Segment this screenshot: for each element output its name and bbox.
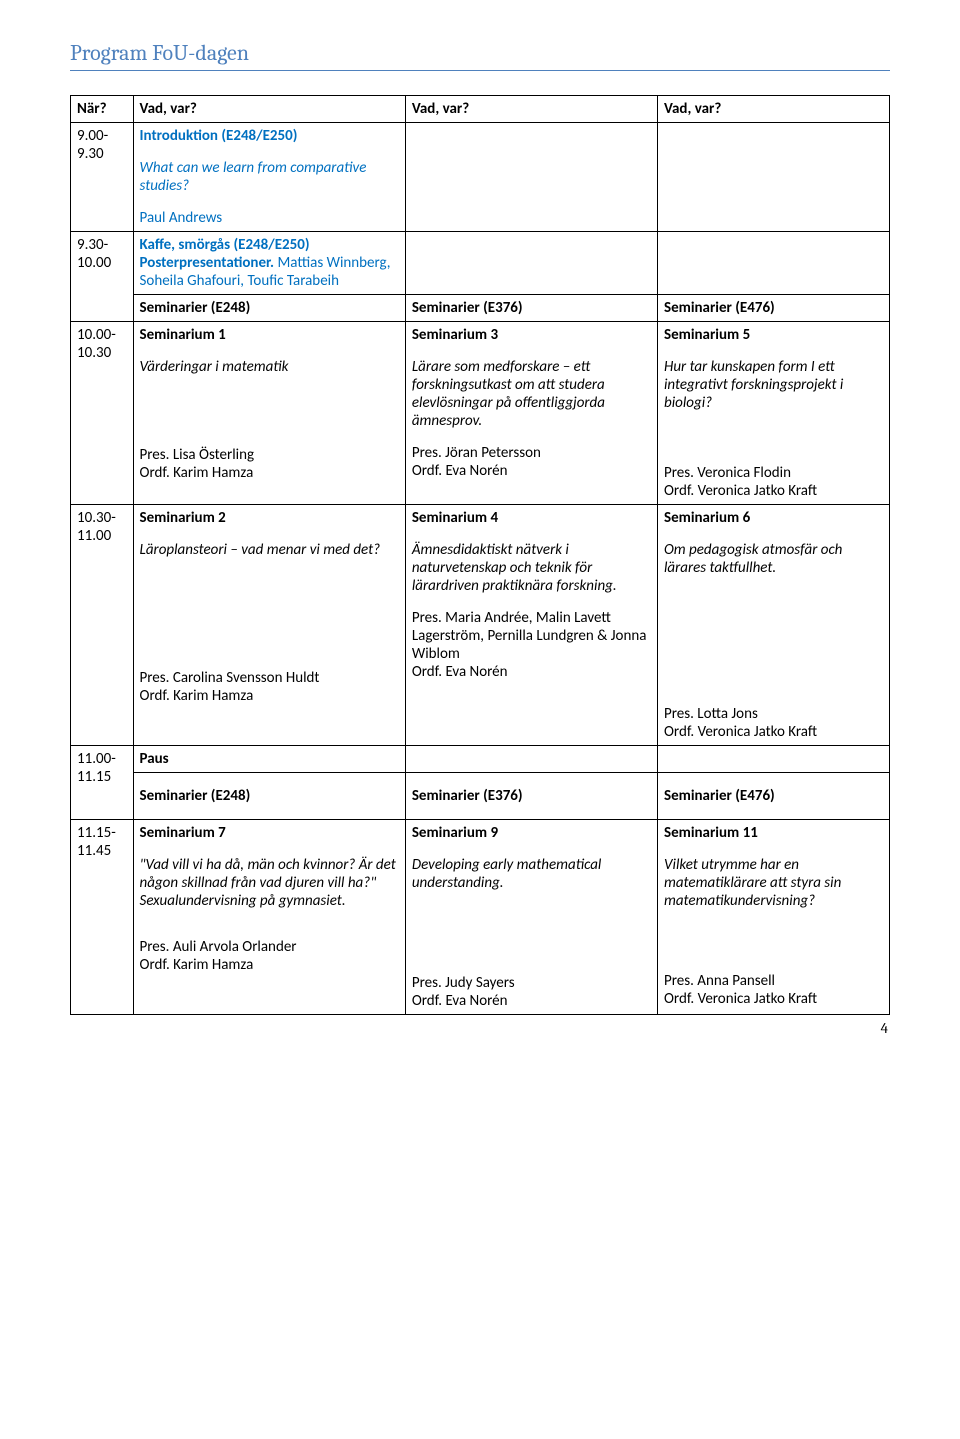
empty-cell (405, 123, 657, 232)
seminar-header-row: Seminarier (E248) Seminarier (E376) Semi… (71, 773, 890, 820)
table-row: 9.00-9.30 Introduktion (E248/E250) What … (71, 123, 890, 232)
kaffe-cell: Kaffe, smörgås (E248/E250) Posterpresent… (133, 232, 405, 295)
time-cell: 11.15-11.45 (71, 820, 134, 1015)
seminar-ordf: Ordf. Eva Norén (412, 663, 651, 681)
seminar-title: Seminarium 1 (140, 326, 399, 344)
seminar-title: Seminarium 7 (140, 824, 399, 842)
seminar-desc: "Vad vill vi ha då, män och kvinnor? Är … (140, 856, 399, 910)
seminar-title: Seminarium 2 (140, 509, 399, 527)
seminar-cell: Seminarium 6 Om pedagogisk atmosfär och … (657, 505, 889, 746)
header-col2: Vad, var? (405, 96, 657, 123)
table-header-row: När? Vad, var? Vad, var? Vad, var? (71, 96, 890, 123)
table-row: 10.30-11.00 Seminarium 2 Läroplansteori … (71, 505, 890, 746)
seminar-title: Seminarium 6 (664, 509, 883, 527)
table-row: 11.00-11.15 Paus (71, 746, 890, 773)
seminar-cell: Seminarium 3 Lärare som medforskare – et… (405, 322, 657, 505)
empty-cell (657, 123, 889, 232)
seminar-pres: Pres. Veronica Flodin (664, 464, 883, 482)
seminar-col1: Seminarier (E248) (133, 773, 405, 820)
intro-cell: Introduktion (E248/E250) What can we lea… (133, 123, 405, 232)
seminar-pres: Pres. Lotta Jons (664, 705, 883, 723)
seminar-ordf: Ordf. Karim Hamza (140, 956, 399, 974)
time-cell: 10.30-11.00 (71, 505, 134, 746)
kaffe-title: Kaffe, smörgås (E248/E250) (140, 236, 310, 254)
seminar-pres: Pres. Judy Sayers (412, 974, 651, 992)
seminar-ordf: Ordf. Veronica Jatko Kraft (664, 482, 883, 500)
page-title: Program FoU-dagen (70, 40, 890, 71)
seminar-ordf: Ordf. Eva Norén (412, 462, 651, 480)
paus-cell: Paus (133, 746, 405, 773)
seminar-ordf: Ordf. Karim Hamza (140, 464, 399, 482)
page-number: 4 (881, 1019, 888, 1037)
empty-cell (657, 232, 889, 295)
intro-desc: What can we learn from comparative studi… (140, 159, 399, 195)
seminar-pres: Pres. Auli Arvola Orlander (140, 938, 399, 956)
seminar-cell: Seminarium 7 "Vad vill vi ha då, män och… (133, 820, 405, 1015)
poster-title: Posterpresentationer. (140, 254, 275, 272)
seminar-desc: Ämnesdidaktiskt nätverk i naturvetenskap… (412, 541, 651, 595)
seminar-cell: Seminarium 9 Developing early mathematic… (405, 820, 657, 1015)
seminar-cell: Seminarium 5 Hur tar kunskapen form I et… (657, 322, 889, 505)
intro-title: Introduktion (E248/E250) (140, 127, 399, 145)
time-cell: 9.00-9.30 (71, 123, 134, 232)
seminar-title: Seminarium 3 (412, 326, 651, 344)
seminar-pres: Pres. Carolina Svensson Huldt (140, 669, 399, 687)
time-cell: 10.00-10.30 (71, 322, 134, 505)
seminar-desc: Developing early mathematical understand… (412, 856, 651, 892)
time-cell: 9.30-10.00 (71, 232, 134, 322)
seminar-desc: Vilket utrymme har en matematiklärare at… (664, 856, 883, 910)
seminar-title: Seminarium 5 (664, 326, 883, 344)
seminar-col3: Seminarier (E476) (657, 773, 889, 820)
seminar-title: Seminarium 9 (412, 824, 651, 842)
seminar-cell: Seminarium 1 Värderingar i matematik Pre… (133, 322, 405, 505)
seminar-desc: Värderingar i matematik (140, 358, 399, 376)
seminar-desc: Hur tar kunskapen form I ett integrativt… (664, 358, 883, 412)
seminar-title: Seminarium 11 (664, 824, 883, 842)
seminar-desc: Läroplansteori – vad menar vi med det? (140, 541, 399, 559)
seminar-title: Seminarium 4 (412, 509, 651, 527)
seminar-col2: Seminarier (E376) (405, 295, 657, 322)
intro-author: Paul Andrews (140, 209, 399, 227)
table-row: 9.30-10.00 Kaffe, smörgås (E248/E250) Po… (71, 232, 890, 295)
seminar-cell: Seminarium 11 Vilket utrymme har en mate… (657, 820, 889, 1015)
table-row: 11.15-11.45 Seminarium 7 "Vad vill vi ha… (71, 820, 890, 1015)
seminar-pres: Pres. Jöran Petersson (412, 444, 651, 462)
header-when: När? (71, 96, 134, 123)
empty-cell (405, 232, 657, 295)
seminar-pres: Pres. Anna Pansell (664, 972, 883, 990)
seminar-ordf: Ordf. Veronica Jatko Kraft (664, 990, 883, 1008)
empty-cell (405, 746, 657, 773)
seminar-header-row: Seminarier (E248) Seminarier (E376) Semi… (71, 295, 890, 322)
seminar-desc: Lärare som medforskare – ett forskningsu… (412, 358, 651, 430)
empty-cell (657, 746, 889, 773)
seminar-pres: Pres. Maria Andrée, Malin Lavett Lagerst… (412, 609, 651, 663)
seminar-col1: Seminarier (E248) (133, 295, 405, 322)
seminar-pres: Pres. Lisa Österling (140, 446, 399, 464)
seminar-cell: Seminarium 2 Läroplansteori – vad menar … (133, 505, 405, 746)
seminar-col3: Seminarier (E476) (657, 295, 889, 322)
header-col1: Vad, var? (133, 96, 405, 123)
seminar-ordf: Ordf. Veronica Jatko Kraft (664, 723, 883, 741)
header-col3: Vad, var? (657, 96, 889, 123)
schedule-table: När? Vad, var? Vad, var? Vad, var? 9.00-… (70, 95, 890, 1015)
table-row: 10.00-10.30 Seminarium 1 Värderingar i m… (71, 322, 890, 505)
time-cell: 11.00-11.15 (71, 746, 134, 820)
seminar-desc: Om pedagogisk atmosfär och lärares taktf… (664, 541, 883, 577)
seminar-ordf: Ordf. Eva Norén (412, 992, 651, 1010)
seminar-cell: Seminarium 4 Ämnesdidaktiskt nätverk i n… (405, 505, 657, 746)
seminar-col2: Seminarier (E376) (405, 773, 657, 820)
seminar-ordf: Ordf. Karim Hamza (140, 687, 399, 705)
